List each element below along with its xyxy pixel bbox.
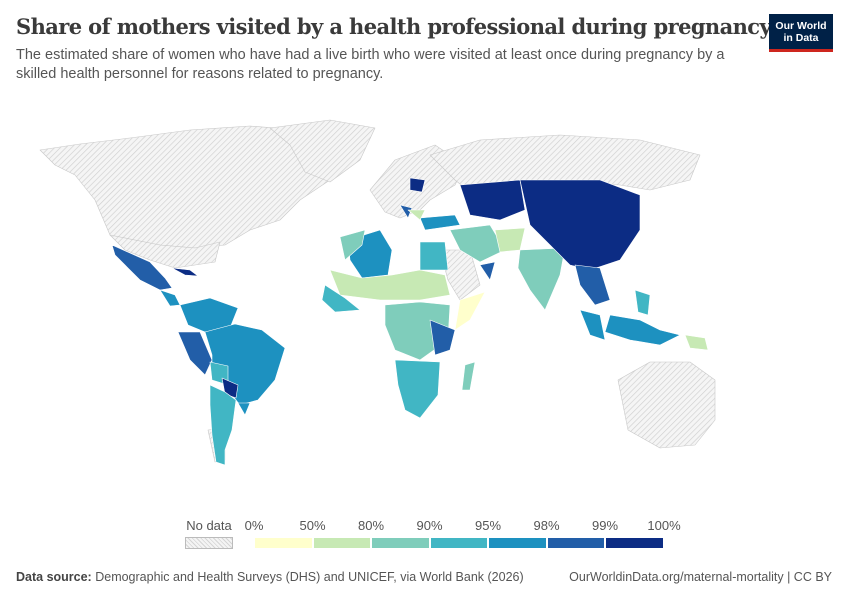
chart-title: Share of mothers visited by a health pro… (16, 14, 772, 39)
region-indonesia[interactable] (604, 314, 681, 346)
legend-no-data-label: No data (186, 518, 232, 533)
region-west-africa-coast[interactable] (321, 284, 361, 313)
region-central-america[interactable] (159, 289, 181, 307)
logo-line-1: Our World (775, 19, 827, 32)
region-north-africa[interactable] (339, 229, 366, 261)
source-url-link[interactable]: OurWorldinData.org/maternal-mortality | … (569, 570, 832, 584)
legend-swatch[interactable] (546, 537, 605, 549)
legend-swatch[interactable] (488, 537, 547, 549)
region-myanmar-thailand[interactable] (574, 264, 611, 306)
region-oman[interactable] (479, 261, 496, 281)
region-iraq-iran[interactable] (449, 224, 506, 263)
legend-tick-label: 95% (474, 518, 502, 533)
legend-swatch[interactable] (605, 537, 664, 549)
legend-swatch[interactable] (429, 537, 488, 549)
region-east-africa[interactable] (429, 319, 456, 356)
region-east-europe-south[interactable] (407, 209, 426, 221)
region-southern-africa[interactable] (394, 359, 441, 419)
region-cuba[interactable] (171, 267, 199, 277)
region-sahel[interactable] (329, 269, 451, 301)
region-north-america[interactable] (39, 125, 346, 249)
region-horn-of-africa[interactable] (454, 291, 486, 331)
region-turkey[interactable] (419, 214, 461, 231)
owid-logo[interactable]: Our World in Data (769, 14, 833, 52)
chart-subtitle: The estimated share of women who have ha… (16, 47, 725, 82)
legend-tick-label: 90% (416, 518, 443, 533)
region-mongolia-china[interactable] (519, 179, 641, 271)
region-uruguay[interactable] (237, 402, 251, 416)
legend-tick-label-end: 100% (647, 518, 681, 533)
legend-tick-label: 99% (591, 518, 619, 533)
region-peru[interactable] (177, 331, 213, 376)
region-argentina[interactable] (209, 384, 237, 466)
legend-tick-label: 0% (244, 518, 264, 533)
legend-tick-label: 80% (357, 518, 385, 533)
chart-footer: Data source: Demographic and Health Surv… (16, 570, 832, 584)
world-map (39, 119, 716, 466)
region-papua[interactable] (684, 334, 709, 351)
region-southeast-asia[interactable] (579, 309, 606, 341)
chart-header: Share of mothers visited by a health pro… (16, 14, 819, 84)
region-australia[interactable] (617, 361, 716, 449)
color-legend: No data 0% 50% 80% 90% 95% 98% 99% 100% (0, 510, 850, 560)
legend-swatch[interactable] (312, 537, 371, 549)
legend-tick-label: 98% (533, 518, 560, 533)
region-egypt[interactable] (419, 241, 449, 271)
region-greenland[interactable] (269, 119, 376, 183)
region-india[interactable] (517, 247, 566, 311)
legend-no-data-swatch[interactable] (185, 537, 233, 549)
legend-swatch[interactable] (254, 537, 313, 549)
region-philippines[interactable] (634, 289, 651, 316)
region-usa-south-border (109, 234, 221, 269)
region-madagascar[interactable] (461, 361, 476, 391)
region-balkans[interactable] (399, 204, 413, 219)
legend-tick-label: 50% (299, 518, 326, 533)
region-belarus[interactable] (409, 177, 426, 193)
data-source-label: Data source: (16, 570, 92, 584)
data-source-text: Demographic and Health Surveys (DHS) and… (95, 570, 524, 584)
logo-line-2: in Data (783, 31, 819, 44)
legend-swatch[interactable] (371, 537, 430, 549)
region-afghanistan[interactable] (494, 227, 526, 253)
region-central-asia[interactable] (459, 179, 526, 221)
data-source: Data source: Demographic and Health Surv… (16, 570, 524, 584)
